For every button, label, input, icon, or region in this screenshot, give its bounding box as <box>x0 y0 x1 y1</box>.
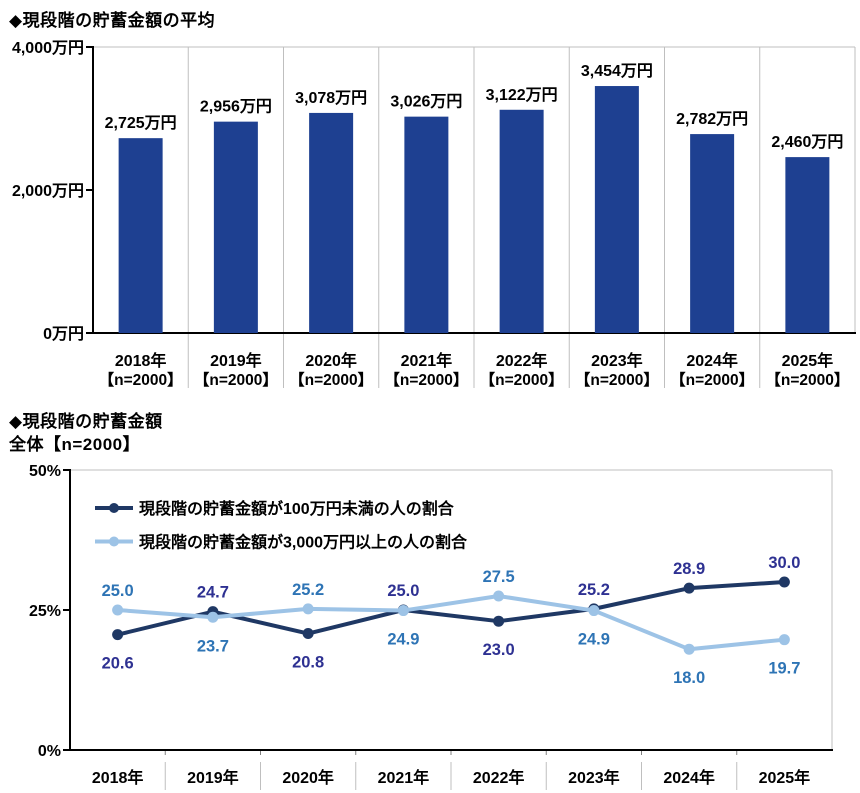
data-point-label: 23.0 <box>483 641 515 659</box>
data-point-label: 18.0 <box>673 669 705 687</box>
x-tick-label: 2024年 <box>686 351 738 370</box>
x-tick-sublabel: 【n=2000】 <box>670 371 754 389</box>
y-tick-label: 50% <box>29 463 61 480</box>
data-point-label: 24.7 <box>197 584 229 602</box>
data-point <box>493 615 505 627</box>
bar-value-label: 2,725万円 <box>105 114 177 132</box>
bar <box>785 157 830 333</box>
legend-label: 現段階の貯蓄金額が100万円未満の人の割合 <box>139 499 455 518</box>
legend-marker-point <box>109 536 119 547</box>
data-point-label: 25.0 <box>102 582 134 600</box>
data-point-label: 25.2 <box>578 581 610 599</box>
data-point <box>588 605 600 617</box>
x-tick-label: 2025年 <box>782 351 834 370</box>
x-tick-label: 2025年 <box>759 768 811 787</box>
x-tick-label: 2022年 <box>473 768 525 787</box>
line-chart-title: ◆現段階の貯蓄金額 <box>9 412 163 431</box>
bar-chart: 0万円2,000万円4,000万円2,725万円2018年【n=2000】2,9… <box>12 39 856 389</box>
bar <box>213 121 258 334</box>
x-tick-label: 2021年 <box>378 768 430 787</box>
bar <box>690 134 735 333</box>
data-point-label: 25.2 <box>292 581 324 599</box>
bar <box>118 138 163 333</box>
data-point-label: 24.9 <box>578 631 610 649</box>
y-tick-label: 25% <box>29 603 61 620</box>
x-tick-label: 2018年 <box>115 351 167 370</box>
x-tick-sublabel: 【n=2000】 <box>384 371 468 389</box>
bar-value-label: 2,460万円 <box>771 133 843 151</box>
y-tick-label: 0万円 <box>43 325 84 343</box>
x-tick-label: 2023年 <box>591 351 643 370</box>
x-tick-sublabel: 【n=2000】 <box>194 371 278 389</box>
x-tick-sublabel: 【n=2000】 <box>480 371 564 389</box>
legend-label: 現段階の貯蓄金額が3,000万円以上の人の割合 <box>139 533 468 552</box>
data-point-label: 23.7 <box>197 637 229 655</box>
x-tick-label: 2022年 <box>496 351 548 370</box>
legend-item: 現段階の貯蓄金額が100万円未満の人の割合 <box>95 499 455 518</box>
x-tick-sublabel: 【n=2000】 <box>99 371 183 389</box>
bar <box>404 116 449 334</box>
x-tick-label: 2020年 <box>305 351 357 370</box>
legend-marker-point <box>109 503 119 513</box>
data-point <box>778 634 790 646</box>
data-point-label: 30.0 <box>768 554 800 572</box>
series-line <box>117 594 785 652</box>
data-point <box>302 603 314 615</box>
bar-chart-title: ◆現段階の貯蓄金額の平均 <box>9 11 216 30</box>
bar-value-label: 3,026万円 <box>390 93 462 111</box>
data-point-label: 24.9 <box>387 631 419 649</box>
x-tick-label: 2019年 <box>210 351 262 370</box>
bar-value-label: 3,454万円 <box>581 62 653 80</box>
y-tick-label: 2,000万円 <box>12 182 84 200</box>
bar-value-label: 3,122万円 <box>486 86 558 104</box>
x-tick-label: 2019年 <box>187 768 239 787</box>
bar-value-label: 2,782万円 <box>676 110 748 128</box>
data-point-label: 27.5 <box>483 568 515 586</box>
data-point-label: 28.9 <box>673 560 705 578</box>
data-point <box>683 643 695 655</box>
data-point <box>493 590 505 602</box>
x-tick-sublabel: 【n=2000】 <box>289 371 373 389</box>
y-tick-label: 0% <box>38 743 61 760</box>
bar <box>309 112 354 333</box>
data-point <box>302 628 314 640</box>
data-point-label: 25.0 <box>387 582 419 600</box>
bar-value-label: 3,078万円 <box>295 89 367 107</box>
x-tick-label: 2020年 <box>282 768 334 787</box>
line-chart-subtitle: 全体【n=2000】 <box>9 435 141 454</box>
data-point <box>112 629 124 641</box>
x-tick-sublabel: 【n=2000】 <box>765 371 849 389</box>
data-point-label: 20.8 <box>292 654 324 672</box>
data-point-label: 19.7 <box>768 660 800 678</box>
x-tick-sublabel: 【n=2000】 <box>575 371 659 389</box>
data-point <box>207 611 219 623</box>
bar <box>594 86 639 333</box>
data-point <box>778 576 790 588</box>
bar-value-label: 2,956万円 <box>200 98 272 116</box>
data-point-label: 20.6 <box>102 655 134 673</box>
bar <box>499 109 544 333</box>
x-tick-label: 2024年 <box>663 768 715 787</box>
x-tick-label: 2023年 <box>568 768 620 787</box>
x-tick-label: 2018年 <box>92 768 144 787</box>
data-point <box>683 582 695 594</box>
legend-item: 現段階の貯蓄金額が3,000万円以上の人の割合 <box>95 533 468 552</box>
data-point <box>112 604 124 616</box>
y-tick-label: 4,000万円 <box>12 39 84 57</box>
data-point <box>397 605 409 617</box>
x-tick-label: 2021年 <box>401 351 453 370</box>
line-chart: 0% 25% 50% 2018年 2019年 2020年 2021年 2022年 2023年 20… <box>29 463 833 790</box>
